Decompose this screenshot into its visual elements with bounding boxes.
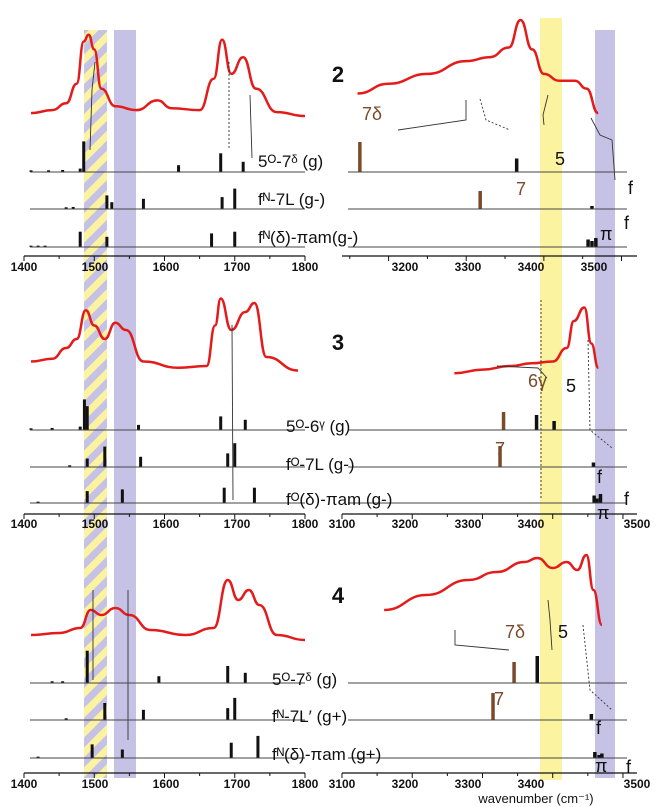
correlation-lines bbox=[89, 61, 616, 740]
band-label-4-pi: π bbox=[595, 756, 607, 776]
yellow-band-right bbox=[540, 18, 562, 780]
band-label-2-7: 7 bbox=[516, 179, 526, 199]
tick-label: 3300 bbox=[455, 260, 482, 274]
band-label-4-f2: f bbox=[626, 757, 632, 777]
tick-label: 3500 bbox=[624, 777, 651, 791]
band-label-2-pi: π bbox=[600, 224, 612, 244]
conformer-label-2a: 5ᴼ-7ᵟ (g) bbox=[258, 152, 323, 171]
left-ticks-4: 1400 1500 1600 1700 1800 bbox=[11, 777, 319, 791]
tick-label: 3400 bbox=[518, 517, 545, 531]
band-label-4-f1: f bbox=[596, 718, 602, 738]
right-ticks-3: 3100 3200 3300 3400 3500 bbox=[329, 517, 651, 531]
band-label-2-5: 5 bbox=[555, 149, 565, 169]
tick-label: 3400 bbox=[518, 260, 545, 274]
band-label-4-7: 7 bbox=[494, 689, 504, 709]
tick-label: 3200 bbox=[392, 260, 419, 274]
axes-group bbox=[23, 171, 637, 778]
blue-band-right bbox=[595, 30, 615, 778]
spectrum-line bbox=[31, 33, 306, 118]
tick-label: 3300 bbox=[455, 777, 482, 791]
correlation-line bbox=[89, 61, 96, 151]
tick-label: 3300 bbox=[455, 517, 482, 531]
hatched-band-left bbox=[84, 30, 107, 778]
band-label-4-5: 5 bbox=[558, 622, 568, 642]
conformer-label-3b: fᴼ-7L (g-) bbox=[286, 455, 355, 474]
left-ticks-2: 1400 1500 1600 1700 1800 bbox=[11, 260, 319, 274]
tick-label: 3100 bbox=[329, 517, 356, 531]
highlight-bands bbox=[84, 18, 615, 780]
panel-label-3: 3 bbox=[332, 330, 344, 355]
tick-label: 3200 bbox=[392, 777, 419, 791]
correlation-line bbox=[397, 100, 467, 131]
spectrum-line bbox=[31, 297, 299, 372]
correlation-line bbox=[582, 624, 613, 711]
tick-label: 1400 bbox=[11, 517, 38, 531]
tick-label: 1500 bbox=[82, 777, 109, 791]
tick-label: 1800 bbox=[292, 777, 319, 791]
correlation-line bbox=[587, 339, 613, 449]
tick-label: 1600 bbox=[153, 260, 180, 274]
conformer-label-4a: 5ᴼ-7ᵟ (g) bbox=[272, 670, 337, 689]
correlation-line bbox=[231, 324, 234, 501]
correlation-line bbox=[479, 98, 511, 131]
band-label-3-pi: π bbox=[597, 503, 609, 523]
conformer-label-4c: fᴺ(δ)-πam (g+) bbox=[272, 745, 381, 764]
spectra-group bbox=[31, 18, 604, 642]
correlation-line bbox=[547, 599, 553, 651]
spectrum-line bbox=[357, 18, 599, 115]
spectrum-line bbox=[31, 578, 306, 642]
tick-label: 3500 bbox=[624, 517, 651, 531]
band-label-3-f1: f bbox=[597, 467, 603, 487]
band-label-2-7delta: 7δ bbox=[362, 104, 382, 124]
tick-label: 3100 bbox=[329, 777, 356, 791]
tick-label: 1600 bbox=[153, 517, 180, 531]
right-ticks-2: 3200 3300 3400 3500 bbox=[392, 260, 608, 274]
band-label-3-7: 7 bbox=[495, 439, 505, 459]
band-label-4-7delta: 7δ bbox=[505, 622, 525, 642]
tick-label: 1600 bbox=[153, 777, 180, 791]
tick-label: 1500 bbox=[82, 517, 109, 531]
calculated-sticks-group bbox=[29, 141, 604, 758]
tick-label: 3400 bbox=[518, 777, 545, 791]
tick-label: 1700 bbox=[224, 260, 251, 274]
band-label-2-f1: f bbox=[628, 178, 634, 198]
correlation-line bbox=[542, 94, 549, 126]
tick-label: 3500 bbox=[581, 260, 608, 274]
panel-label-2: 2 bbox=[332, 62, 344, 87]
conformer-label-2b: fᴺ-7L (g-) bbox=[258, 190, 325, 209]
panel-label-4: 4 bbox=[332, 583, 345, 608]
tick-label: 1800 bbox=[292, 260, 319, 274]
tick-label: 1700 bbox=[224, 777, 251, 791]
correlation-line bbox=[496, 365, 548, 379]
band-label-3-f2: f bbox=[624, 489, 630, 509]
tick-label: 1400 bbox=[11, 260, 38, 274]
tick-label: 1700 bbox=[224, 517, 251, 531]
conformer-label-2c: fᴺ(δ)-πam(g-) bbox=[258, 228, 358, 247]
left-ticks-3: 1400 1500 1600 1700 1800 bbox=[11, 517, 319, 531]
right-ticks-4: 3100 3200 3300 3400 3500 bbox=[329, 777, 651, 791]
correlation-line bbox=[590, 117, 616, 181]
spectrum-line bbox=[384, 553, 604, 627]
tick-label: 1800 bbox=[292, 517, 319, 531]
tick-label: 1500 bbox=[82, 260, 109, 274]
correlation-line bbox=[249, 94, 253, 159]
tick-label: 3200 bbox=[392, 517, 419, 531]
x-axis-title: wavenumber (cm⁻¹) bbox=[477, 791, 593, 806]
blue-band-left bbox=[114, 30, 136, 778]
band-label-3-6gamma: 6γ bbox=[528, 371, 547, 391]
conformer-label-3a: 5ᴼ-6ᵞ (g) bbox=[286, 417, 350, 436]
conformer-label-4b: fᴺ-7L′ (g+) bbox=[272, 707, 347, 726]
tick-label: 1400 bbox=[11, 777, 38, 791]
band-label-3-5: 5 bbox=[566, 376, 576, 396]
spectrum-line bbox=[454, 306, 600, 375]
correlation-line bbox=[454, 630, 510, 651]
conformer-label-3c: fᴼ(δ)-πam (g-) bbox=[286, 490, 392, 509]
band-label-2-f2: f bbox=[624, 213, 630, 233]
